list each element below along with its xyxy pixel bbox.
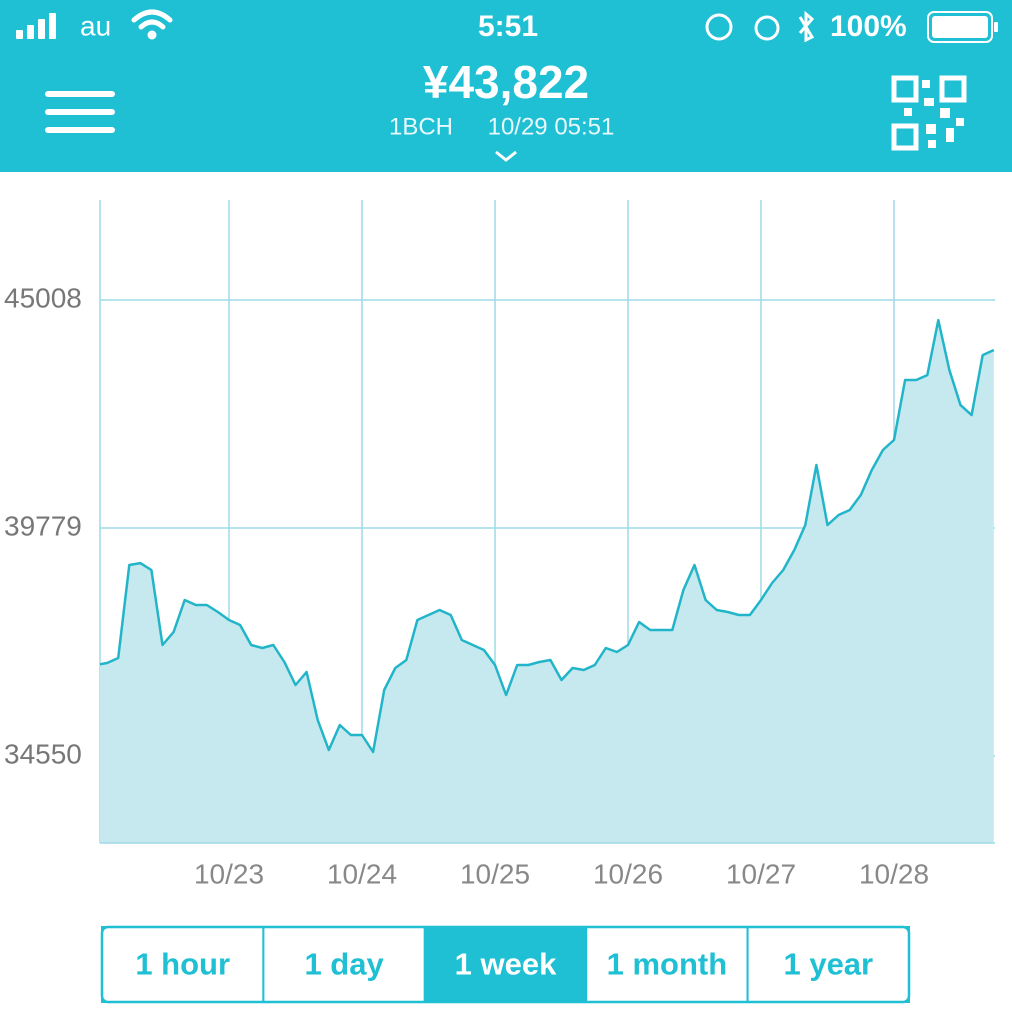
expand-chevron[interactable] [495, 150, 517, 162]
price-line [100, 318, 995, 754]
status-icons [705, 10, 815, 43]
range-border [100, 925, 911, 1004]
carrier: au [80, 10, 111, 41]
qr-button[interactable] [891, 75, 967, 151]
chart: 34550 39779 45008 10/23 10/24 10/25 10/26 10/27… [4, 200, 995, 889]
signal-icon [16, 13, 56, 39]
timestamp: 10/29 05:51 [488, 113, 615, 140]
range-label[interactable]: 1 hour [135, 947, 230, 982]
range-button[interactable] [101, 926, 265, 1003]
clock: 5:51 [478, 10, 538, 43]
price: ¥43,822 [423, 56, 589, 108]
range-label[interactable]: 1 month [607, 947, 728, 982]
range-label[interactable]: 1 week [455, 947, 557, 982]
range-label[interactable]: 1 year [783, 947, 873, 982]
x-tick-label: 10/23 [194, 858, 264, 889]
header-bar [0, 0, 1012, 172]
x-tick-label: 10/28 [859, 858, 929, 889]
y-tick-label: 34550 [4, 738, 82, 769]
range-label[interactable]: 1 day [304, 947, 384, 982]
x-tick-label: 10/25 [460, 858, 530, 889]
range-button[interactable] [746, 926, 910, 1003]
menu-button[interactable] [45, 91, 115, 133]
x-tick-label: 10/24 [327, 858, 397, 889]
battery-level: 100% [830, 10, 907, 43]
y-tick-label: 39779 [4, 510, 82, 541]
x-tick-label: 10/26 [593, 858, 663, 889]
range-selector: 1 hour 1 day 1 week 1 month 1 year [100, 925, 911, 1004]
area-fill [100, 320, 994, 843]
unit: 1BCH [389, 113, 453, 140]
range-button[interactable] [262, 926, 426, 1003]
range-button[interactable] [585, 926, 749, 1003]
wifi-icon [131, 9, 173, 40]
range-button[interactable] [423, 926, 588, 1003]
y-tick-label: 45008 [4, 282, 82, 313]
battery-icon [927, 11, 998, 43]
x-tick-label: 10/27 [726, 858, 796, 889]
